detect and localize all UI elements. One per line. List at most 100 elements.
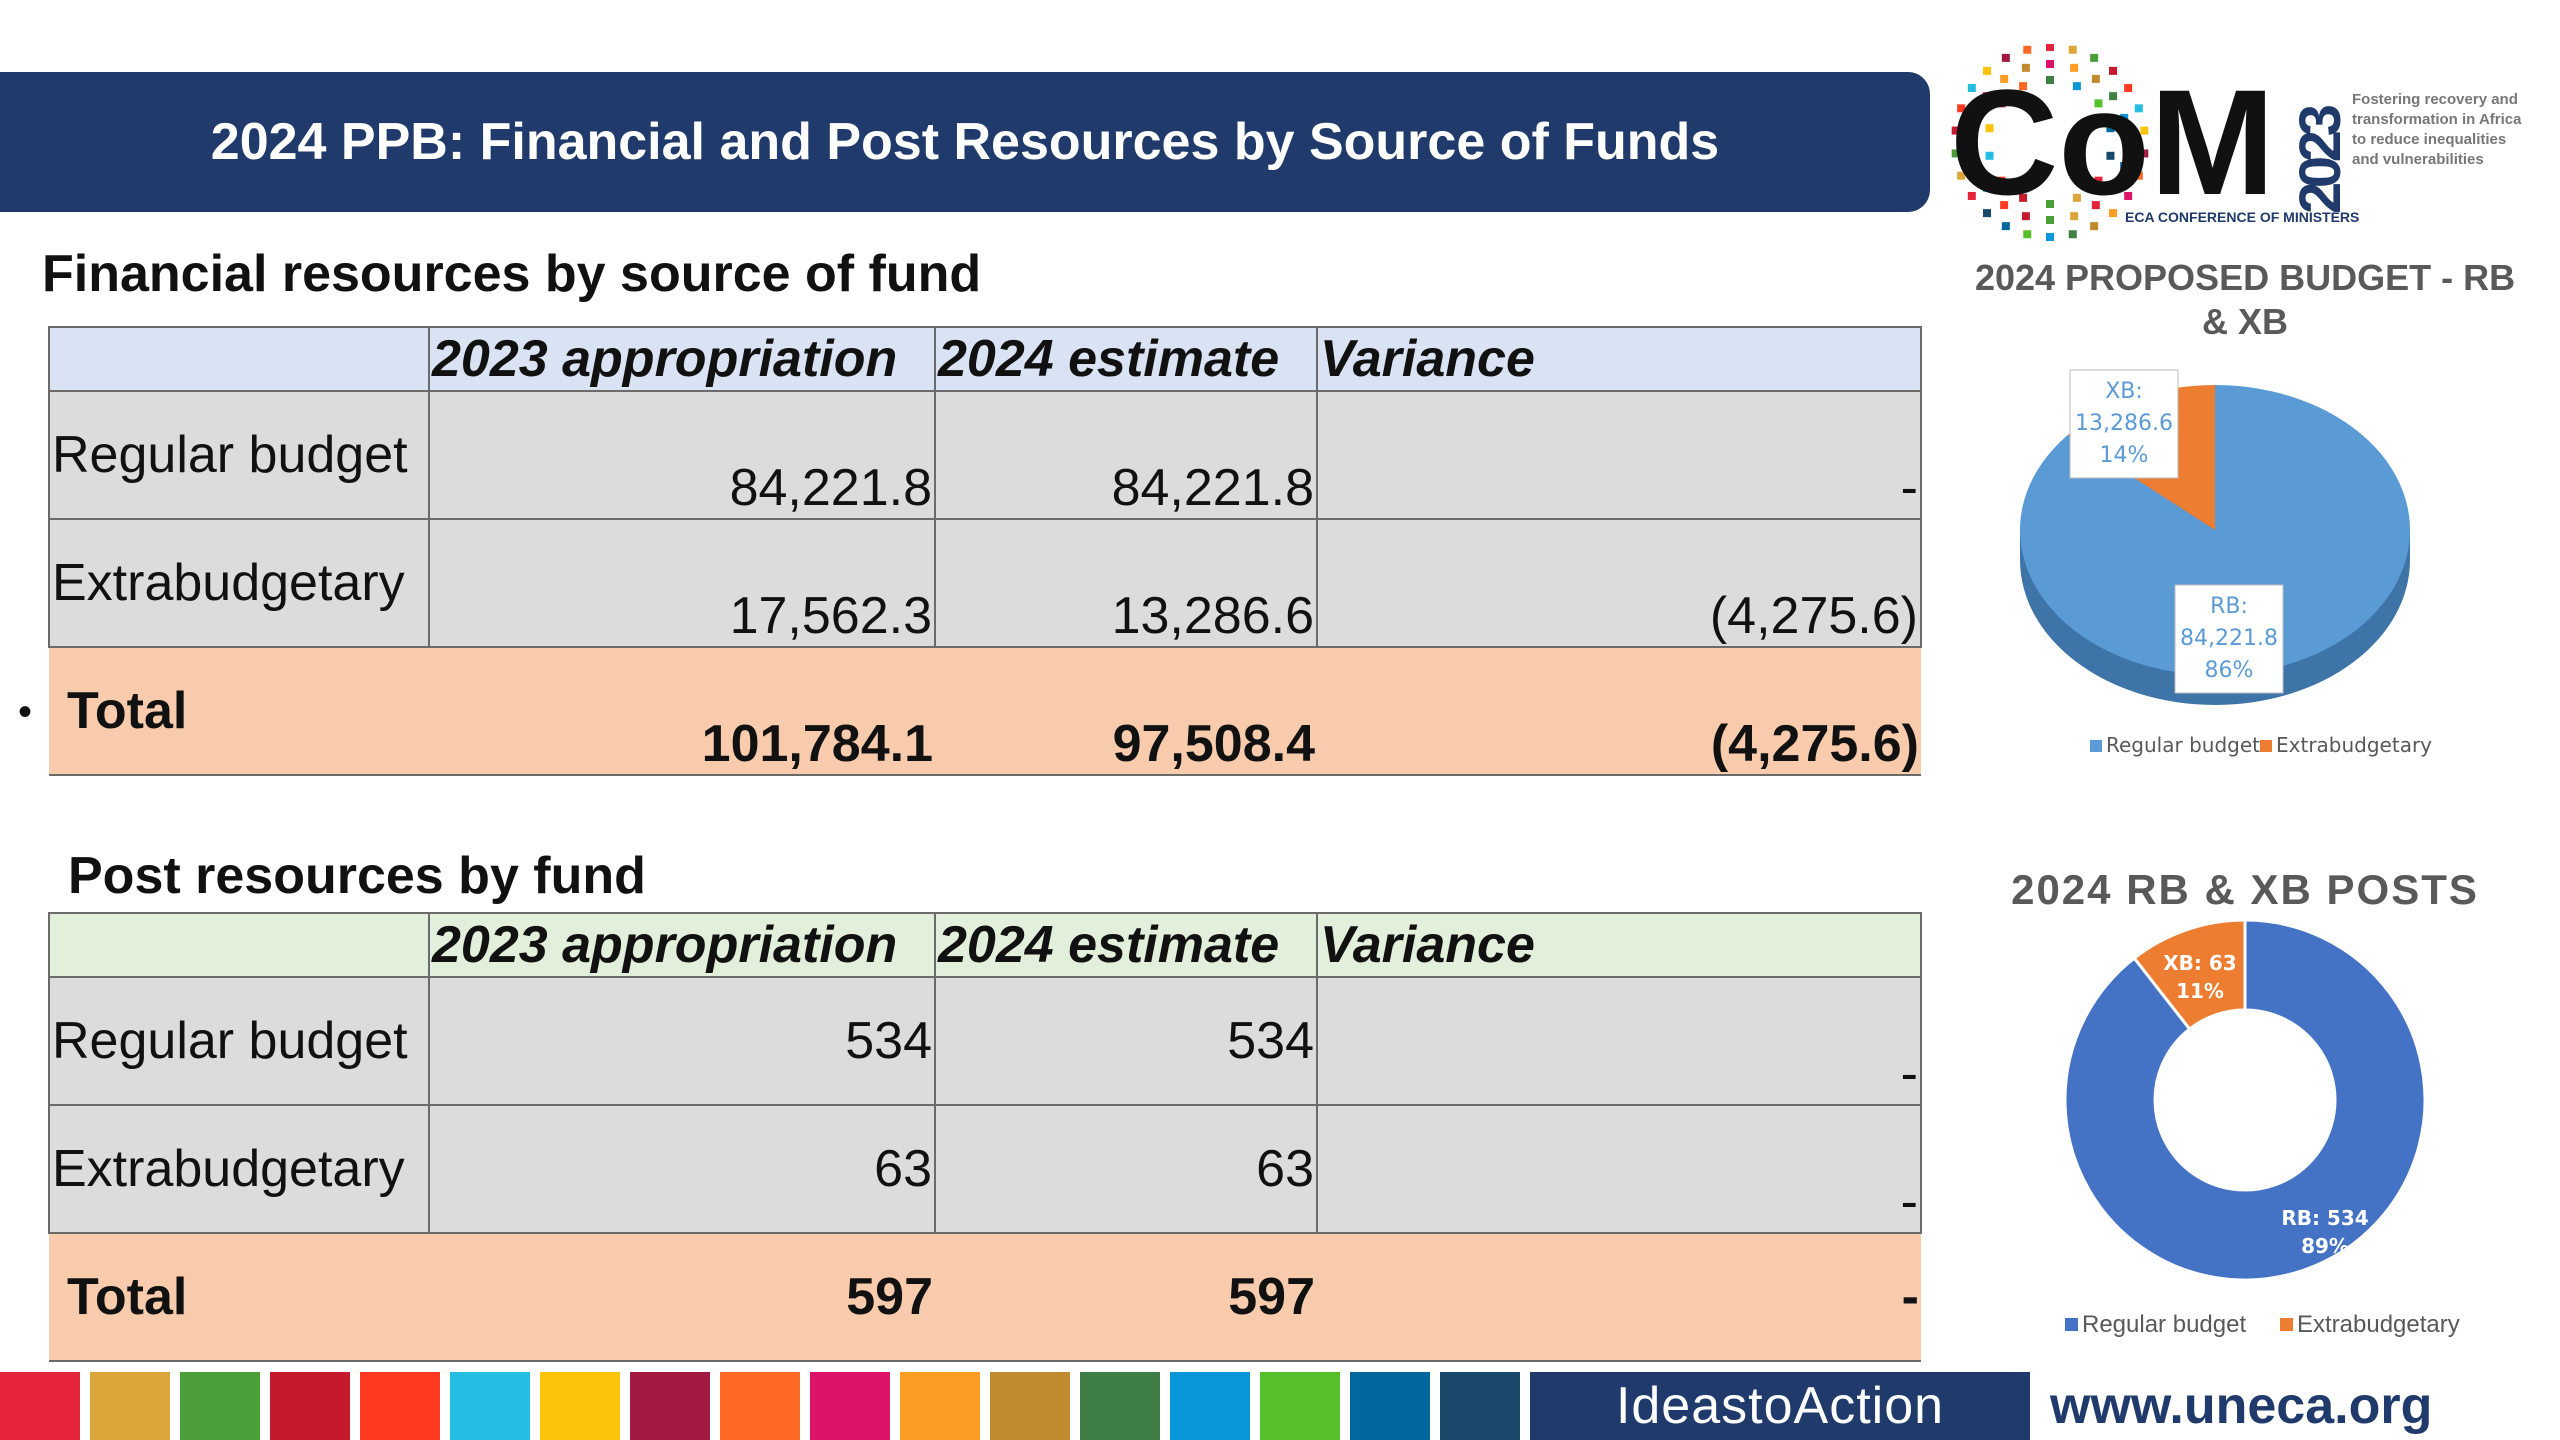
logo-dot xyxy=(2046,60,2054,68)
logo-dot xyxy=(2023,45,2032,54)
logo-dot xyxy=(1967,191,1976,200)
row-label: Regular budget xyxy=(48,976,430,1106)
table-header-row: 2023 appropriation 2024 estimate Varianc… xyxy=(48,912,1922,978)
sdg-color-block xyxy=(450,1372,530,1440)
logo-dot xyxy=(1957,104,1966,113)
data-label: 89% xyxy=(2301,1234,2349,1258)
data-label: RB: 534 xyxy=(2281,1206,2368,1230)
logo-dot xyxy=(2134,171,2143,180)
logo-dot xyxy=(2124,191,2133,200)
data-label: XB: xyxy=(2105,379,2143,404)
logo-dot xyxy=(2000,201,2009,210)
financial-table: 2023 appropriation 2024 estimate Varianc… xyxy=(48,326,1922,776)
logo-dot xyxy=(2091,201,2100,210)
row-label: Total xyxy=(49,647,429,776)
header-cell: Variance xyxy=(1316,326,1922,392)
sdg-color-block xyxy=(630,1372,710,1440)
legend-swatch xyxy=(2090,740,2102,752)
logo-dot xyxy=(2023,230,2032,239)
logo-dot xyxy=(2070,212,2079,221)
logo-dot xyxy=(2109,183,2118,192)
ideas-to-action-banner: IdeastoAction xyxy=(1530,1372,2030,1440)
logo-dot xyxy=(1968,138,1976,146)
logo-dot xyxy=(2124,138,2132,146)
cell-2024-estimate: 84,221.8 xyxy=(934,390,1318,520)
logo-dot xyxy=(2106,151,2115,160)
logo-dot xyxy=(2046,233,2054,241)
cell-variance: - xyxy=(1316,390,1922,520)
sdg-color-block xyxy=(1260,1372,1340,1440)
logo-dot xyxy=(2108,209,2117,218)
logo-dot xyxy=(2108,66,2117,75)
logo-dot xyxy=(2109,92,2118,101)
cell-2024-estimate: 97,508.4 xyxy=(935,647,1317,776)
logo-dot xyxy=(2094,99,2103,108)
logo-dot xyxy=(2021,212,2030,221)
table-row: Regular budget 84,221.8 84,221.8 - xyxy=(48,390,1922,520)
logo-dot xyxy=(1982,183,1991,192)
logo-dot xyxy=(1971,113,1980,122)
legend-entry: Extrabudgetary xyxy=(2297,1311,2460,1338)
header-cell xyxy=(48,912,430,978)
logo-dot xyxy=(2068,230,2077,239)
logo-mark: CoM xyxy=(1950,58,2275,226)
logo-dot xyxy=(2001,222,2010,231)
logo-dot xyxy=(1967,84,1976,93)
cell-2023-appropriation: 17,562.3 xyxy=(428,518,936,648)
logo-dot xyxy=(2001,53,2010,62)
logo-dot xyxy=(2068,45,2077,54)
posts-donut-chart: XB: 63 11% RB: 534 89% Regular budget Extrabu… xyxy=(2063,920,2460,1338)
logo-ring-dots xyxy=(1951,44,2149,241)
posts-table: 2023 appropriation 2024 estimate Varianc… xyxy=(48,912,1922,1362)
logo-dot xyxy=(2090,53,2099,62)
sdg-color-block xyxy=(540,1372,620,1440)
logo-dot xyxy=(1971,162,1980,171)
header-cell: 2023 appropriation xyxy=(428,912,936,978)
logo-dot xyxy=(1983,66,1992,75)
logo-dot xyxy=(1983,209,1992,218)
table-row: Extrabudgetary 63 63 - xyxy=(48,1104,1922,1234)
data-label: XB: 63 xyxy=(2163,951,2236,975)
row-label: Extrabudgetary xyxy=(48,518,430,648)
logo-dot xyxy=(2070,63,2079,72)
cell-variance: - xyxy=(1317,1233,1921,1362)
cell-2023-appropriation: 101,784.1 xyxy=(429,647,935,776)
legend-swatch xyxy=(2260,740,2272,752)
logo-dot xyxy=(2120,113,2129,122)
total-row: Total 101,784.1 97,508.4 (4,275.6) xyxy=(49,647,1921,776)
budget-pie-chart: XB: 13,286.6 14% RB: 84,221.8 86% Regular budg… xyxy=(2020,369,2432,757)
row-label: Total xyxy=(49,1233,429,1362)
logo-dot xyxy=(2046,200,2054,208)
data-label: 86% xyxy=(2205,658,2254,683)
logo-dot xyxy=(2140,126,2149,135)
data-label: 84,221.8 xyxy=(2180,626,2278,651)
logo-dot xyxy=(1997,99,2006,108)
logo-caption: ECA CONFERENCE OF MINISTERS xyxy=(2125,209,2359,225)
cell-variance: - xyxy=(1316,976,1922,1106)
cell-variance: - xyxy=(1316,1104,1922,1234)
header-cell: 2024 estimate xyxy=(934,912,1318,978)
sdg-color-block xyxy=(900,1372,980,1440)
logo-dot xyxy=(2134,104,2143,113)
logo-tagline-line: transformation in Africa xyxy=(2352,111,2522,128)
logo-dot xyxy=(2072,193,2081,202)
logo-dot xyxy=(2120,162,2129,171)
logo-dot xyxy=(1985,124,1994,133)
header-cell xyxy=(48,326,430,392)
logo-dot xyxy=(2019,82,2028,91)
logo-dot xyxy=(2094,176,2103,185)
logo-dot xyxy=(1982,92,1991,101)
data-label: 14% xyxy=(2100,443,2149,468)
cell-2024-estimate: 63 xyxy=(934,1104,1318,1234)
logo-dot xyxy=(2046,44,2054,51)
sdg-color-block xyxy=(1440,1372,1520,1440)
sdg-color-block xyxy=(180,1372,260,1440)
table-row: Extrabudgetary 17,562.3 13,286.6 (4,275.… xyxy=(48,518,1922,648)
logo-dot xyxy=(2046,216,2054,224)
header-cell: Variance xyxy=(1316,912,1922,978)
cell-2024-estimate: 13,286.6 xyxy=(934,518,1318,648)
logo-dot xyxy=(2124,84,2133,93)
logo-dot xyxy=(2140,149,2149,158)
website-link[interactable]: www.uneca.org xyxy=(2050,1377,2433,1435)
logo-tagline-line: and vulnerabilities xyxy=(2352,151,2484,168)
